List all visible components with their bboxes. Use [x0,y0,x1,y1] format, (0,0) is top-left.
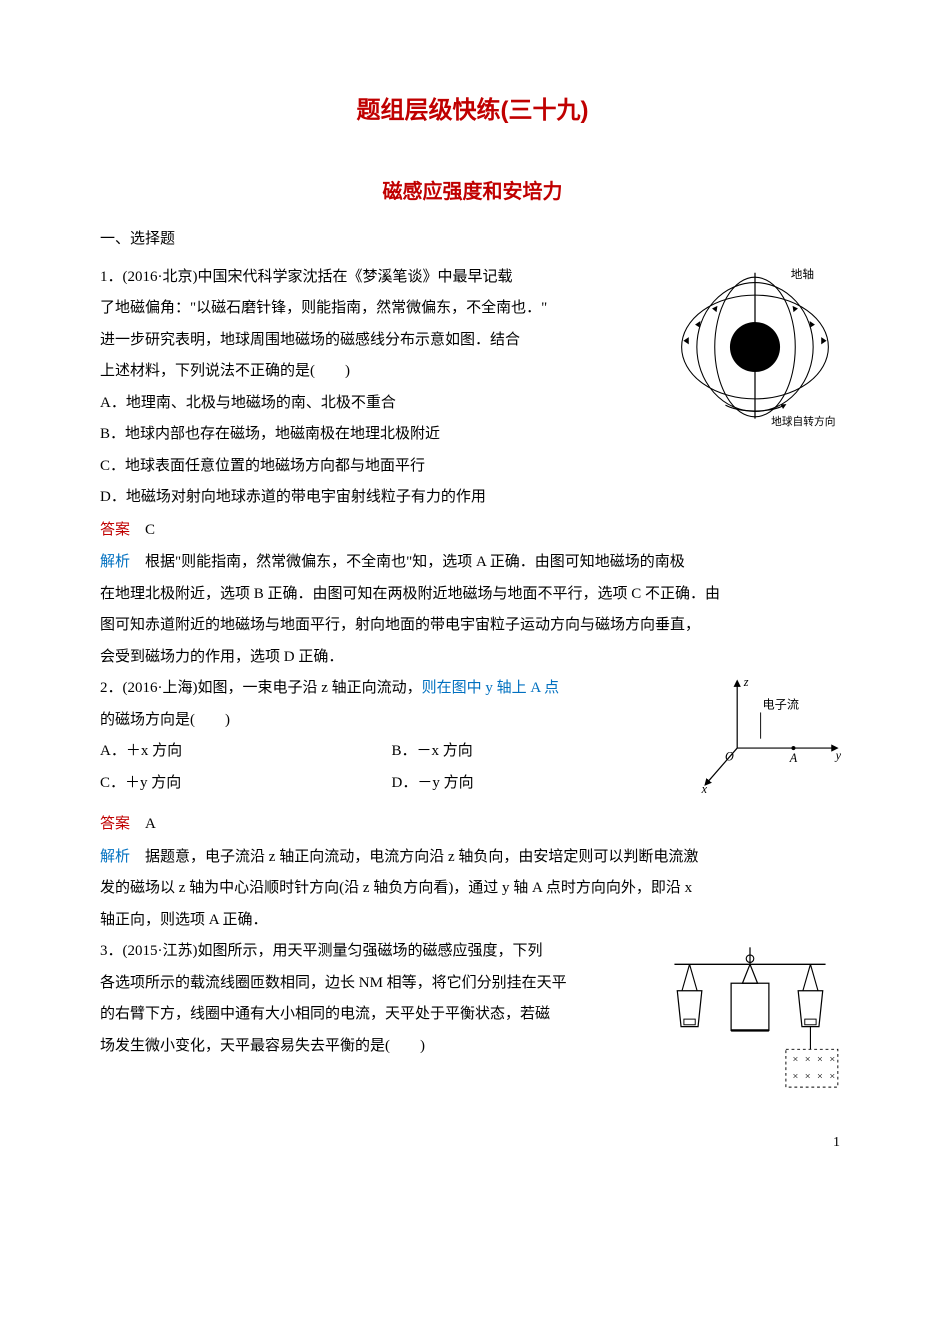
svg-text:×: × [817,1055,823,1066]
question-1: 地轴 地球自转方向 1．(2016·北京)中国宋代科学家沈括在《梦溪笔谈》中最早… [100,262,845,674]
question-2: z y x O A 电子流 2．(2016·上海)如图，一束电子沿 z 轴正向流… [100,673,845,936]
svg-text:×: × [829,1072,835,1083]
q2-option-d: D．－y 方向 [392,768,684,800]
axis-label: 地轴 [791,267,814,281]
q1-option-d: D．地磁场对射向地球赤道的带电宇宙射线粒子有力的作用 [100,482,845,514]
svg-text:×: × [829,1055,835,1066]
section-heading: 一、选择题 [100,224,845,256]
q2-stem-blue: 则在图中 y 轴上 A 点 [422,680,560,696]
answer-label: 答案 [100,815,130,832]
q2-option-c: C．＋y 方向 [100,768,392,800]
q1-answer-value: C [145,522,155,538]
q2-analysis: 解析 据题意，电子流沿 z 轴正向流动，电流方向沿 z 轴负向，由安培定则可以判… [100,841,845,874]
svg-text:×: × [817,1072,823,1083]
analysis-label: 解析 [100,848,130,865]
q2-option-a: A．＋x 方向 [100,736,392,768]
q2-answer-value: A [145,816,156,832]
y-label: y [834,748,842,762]
page-number: 1 [833,1135,840,1151]
svg-text:×: × [805,1055,811,1066]
q1-analysis-l2: 在地理北极附近，选项 B 正确．由图可知在两极附近地磁场与地面不平行，选项 C … [100,579,845,611]
svg-text:×: × [793,1055,799,1066]
analysis-label: 解析 [100,553,130,570]
q2-analysis-l2: 发的磁场以 z 轴为中心沿顺时针方向(沿 z 轴负方向看)，通过 y 轴 A 点… [100,873,845,905]
rotation-label: 地球自转方向 [771,414,835,427]
q2-stem-1a: 2．(2016·上海)如图，一束电子沿 z 轴正向流动， [100,680,422,696]
point-a-label: A [789,751,798,765]
z-label: z [743,675,749,689]
title-main: 题组层级快练(三十九) [100,90,845,125]
q1-analysis-l1: 根据"则能指南，然常微偏东，不全南也"知，选项 A 正确．由图可知地磁场的南极 [145,554,685,570]
electron-flow-label: 电子流 [763,698,800,712]
xyz-axis-figure: z y x O A 电子流 [695,673,845,800]
q2-options-row1: A．＋x 方向 B．－x 方向 [100,736,683,768]
svg-text:×: × [793,1072,799,1083]
x-label: x [701,782,708,795]
q2-answer: 答案 A [100,808,845,841]
q1-answer: 答案 C [100,514,845,547]
earth-magnetic-field-figure: 地轴 地球自转方向 [665,262,845,437]
answer-label: 答案 [100,521,130,538]
q2-option-b: B．－x 方向 [392,736,684,768]
question-3: ×××× ×××× 3．(2015·江苏)如图所示，用天平测量匀强磁场的磁感应强… [100,936,845,1119]
page-container: 题组层级快练(三十九) 磁感应强度和安培力 一、选择题 [0,0,945,1169]
svg-text:×: × [805,1072,811,1083]
balance-scale-figure: × × × × × × × × [655,936,845,1111]
title-sub: 磁感应强度和安培力 [100,175,845,204]
q1-option-c: C．地球表面任意位置的地磁场方向都与地面平行 [100,451,845,483]
q2-analysis-l3: 轴正向，则选项 A 正确． [100,905,845,937]
q1-analysis: 解析 根据"则能指南，然常微偏东，不全南也"知，选项 A 正确．由图可知地磁场的… [100,546,845,579]
q2-options-row2: C．＋y 方向 D．－y 方向 [100,768,683,800]
q2-analysis-l1: 据题意，电子流沿 z 轴正向流动，电流方向沿 z 轴负向，由安培定则可以判断电流… [145,849,698,865]
q1-analysis-l4: 会受到磁场力的作用，选项 D 正确． [100,642,845,674]
origin-label: O [725,749,734,763]
q1-analysis-l3: 图可知赤道附近的地磁场与地面平行，射向地面的带电宇宙粒子运动方向与磁场方向垂直， [100,610,845,642]
